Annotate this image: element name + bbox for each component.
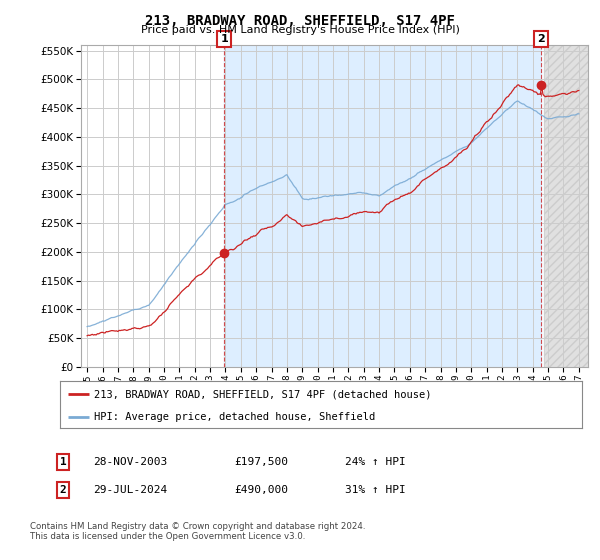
Bar (224, 45, 541, 367)
Text: £197,500: £197,500 (234, 457, 288, 467)
Text: 1: 1 (59, 457, 67, 467)
Bar (544, 45, 591, 367)
Bar (544, 45, 591, 367)
Text: 213, BRADWAY ROAD, SHEFFIELD, S17 4PF (detached house): 213, BRADWAY ROAD, SHEFFIELD, S17 4PF (d… (94, 389, 431, 399)
Text: 29-JUL-2024: 29-JUL-2024 (93, 485, 167, 495)
Text: 31% ↑ HPI: 31% ↑ HPI (345, 485, 406, 495)
Text: HPI: Average price, detached house, Sheffield: HPI: Average price, detached house, Shef… (94, 412, 375, 422)
Text: 2: 2 (537, 34, 545, 44)
Text: Contains HM Land Registry data © Crown copyright and database right 2024.
This d: Contains HM Land Registry data © Crown c… (30, 522, 365, 542)
Text: Price paid vs. HM Land Registry's House Price Index (HPI): Price paid vs. HM Land Registry's House … (140, 25, 460, 35)
Text: £490,000: £490,000 (234, 485, 288, 495)
Text: 2: 2 (59, 485, 67, 495)
Text: 1: 1 (220, 34, 228, 44)
Text: 213, BRADWAY ROAD, SHEFFIELD, S17 4PF: 213, BRADWAY ROAD, SHEFFIELD, S17 4PF (145, 14, 455, 28)
Text: 28-NOV-2003: 28-NOV-2003 (93, 457, 167, 467)
Text: 24% ↑ HPI: 24% ↑ HPI (345, 457, 406, 467)
